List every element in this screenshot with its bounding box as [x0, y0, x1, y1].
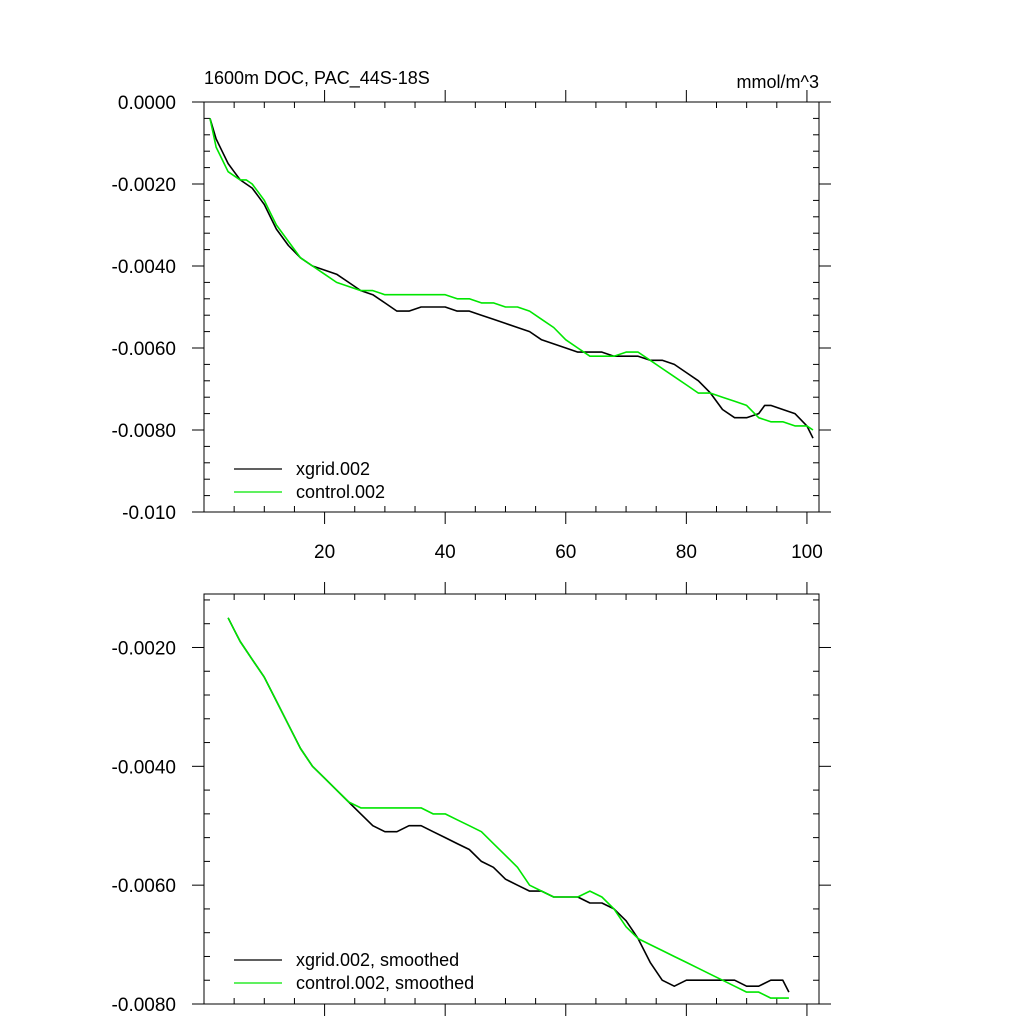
x-tick-label: 40 [435, 542, 456, 563]
legend-label-xgrid: xgrid.002 [296, 459, 370, 479]
top-panel: 1600m DOC, PAC_44S-18S mmol/m^3 20 40 60 80… [112, 68, 831, 563]
x-tick-label: 60 [555, 542, 576, 563]
bottom-plot-frame [203, 593, 820, 1005]
y-tick-label: -0.0080 [112, 421, 176, 442]
series-line-control-002-smoothed [227, 617, 789, 999]
y-tick-label: -0.0060 [112, 876, 176, 897]
y-tick-label: -0.0060 [112, 339, 176, 360]
y-tick-label: -0.0040 [112, 757, 176, 778]
legend-label-control: control.002 [296, 482, 385, 502]
y-tick-label: -0.010 [122, 503, 176, 524]
series-line-xgrid-002-smoothed [227, 617, 790, 993]
x-tick-label: 100 [791, 542, 823, 563]
top-plot-frame [203, 101, 820, 513]
bottom-legend: xgrid.002, smoothed control.002, smoothe… [234, 950, 474, 993]
series-line-control-002 [209, 118, 814, 431]
top-chart-units: mmol/m^3 [737, 72, 819, 92]
y-tick-label: -0.0020 [112, 175, 176, 196]
y-tick-label: 0.0000 [118, 93, 176, 114]
x-tick-label: 80 [676, 542, 697, 563]
top-chart-title: 1600m DOC, PAC_44S-18S [204, 68, 430, 89]
bottom-panel: -0.0020 -0.0040 -0.0060 -0.0080 xgrid.002, … [112, 582, 831, 1016]
series-line-xgrid-002 [209, 118, 814, 439]
legend-label-control-smoothed: control.002, smoothed [296, 973, 474, 993]
y-tick-label: -0.0020 [112, 638, 176, 659]
top-legend: xgrid.002 control.002 [234, 459, 385, 502]
y-tick-label: -0.0040 [112, 257, 176, 278]
x-tick-label: 20 [314, 542, 335, 563]
legend-label-xgrid-smoothed: xgrid.002, smoothed [296, 950, 459, 970]
y-tick-label: -0.0080 [112, 995, 176, 1016]
